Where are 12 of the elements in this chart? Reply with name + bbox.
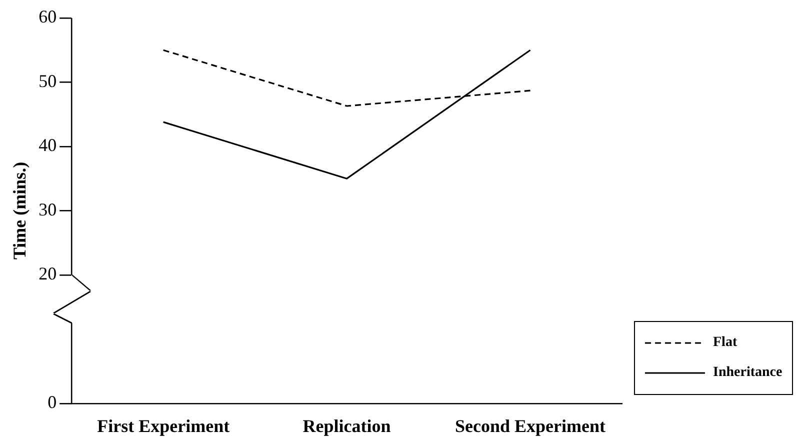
x-tick-label: Second Experiment: [455, 416, 606, 436]
y-tick-label: 60: [38, 6, 57, 27]
y-tick-label: 40: [38, 135, 57, 156]
x-tick-label: Replication: [302, 416, 391, 436]
y-axis-title: Time (mins.): [9, 162, 30, 260]
x-tick-label: First Experiment: [97, 416, 230, 436]
legend-label: Inheritance: [713, 365, 782, 382]
y-tick-label: 30: [38, 199, 57, 220]
y-tick-label: 20: [38, 264, 57, 284]
legend-label: Flat: [713, 335, 738, 352]
y-tick-label: 50: [38, 70, 57, 91]
y-tick-label: 0: [48, 392, 57, 412]
